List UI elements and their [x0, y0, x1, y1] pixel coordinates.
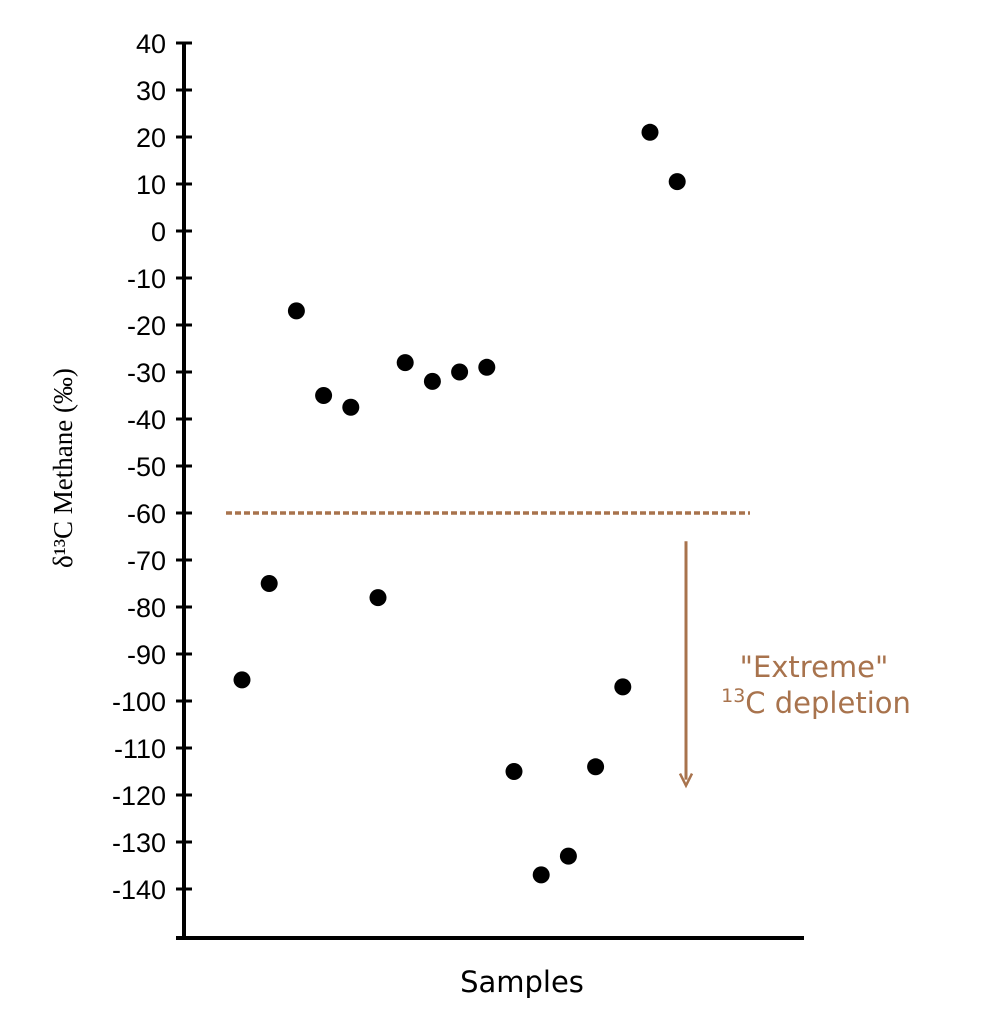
y-tick-label: 10 — [136, 170, 166, 200]
data-point — [451, 363, 469, 381]
data-point — [532, 866, 550, 884]
y-tick-label: -40 — [127, 405, 166, 435]
annotation-line-2: 13C depletion — [721, 685, 911, 720]
y-tick-label: -90 — [127, 640, 166, 670]
data-point — [668, 173, 686, 191]
data-point — [287, 302, 305, 320]
data-point — [423, 372, 441, 390]
data-point — [614, 678, 632, 696]
annotation: "Extreme"13C depletion — [678, 541, 911, 789]
data-point — [396, 354, 414, 372]
data-point — [369, 589, 387, 607]
annotation-text: C depletion — [745, 686, 911, 720]
y-axis-title: δ¹³C Methane (‰) — [48, 368, 78, 568]
data-point — [478, 358, 496, 376]
y-tick-label: -120 — [112, 781, 166, 811]
y-tick-label: -20 — [127, 311, 166, 341]
y-tick-label: -80 — [127, 593, 166, 623]
y-tick-label: 20 — [136, 123, 166, 153]
depletion-arrow-head — [678, 773, 694, 789]
y-ticks: 40 30 20 10 0 -10 -20 -30 -40 -50 -60 -70 -80 -90 -100… — [112, 29, 192, 905]
y-tick-label: 40 — [136, 29, 166, 59]
data-point — [233, 671, 251, 689]
y-tick-label: -140 — [112, 875, 166, 905]
data-point — [587, 758, 605, 776]
data-point — [641, 123, 659, 141]
annotation-superscript: 13 — [721, 685, 745, 707]
data-point — [315, 387, 333, 404]
data-point — [559, 847, 577, 865]
y-tick-label: -50 — [127, 452, 166, 482]
y-tick-label: -70 — [127, 546, 166, 576]
y-tick-label: 30 — [136, 76, 166, 106]
y-tick-label: -30 — [127, 358, 166, 388]
y-tick-label: -10 — [127, 264, 166, 294]
data-point — [260, 575, 278, 592]
data-point — [342, 398, 360, 416]
y-tick-label: -100 — [112, 687, 166, 717]
y-tick-label: -130 — [112, 828, 166, 858]
y-tick-label: -60 — [127, 499, 166, 529]
data-points — [233, 123, 686, 884]
axes — [176, 43, 804, 940]
y-tick-label: -110 — [114, 734, 166, 764]
y-tick-label: 0 — [151, 217, 166, 247]
data-point — [505, 763, 523, 780]
x-axis-title: Samples — [460, 965, 584, 999]
annotation-line-1: "Extreme" — [740, 650, 889, 684]
